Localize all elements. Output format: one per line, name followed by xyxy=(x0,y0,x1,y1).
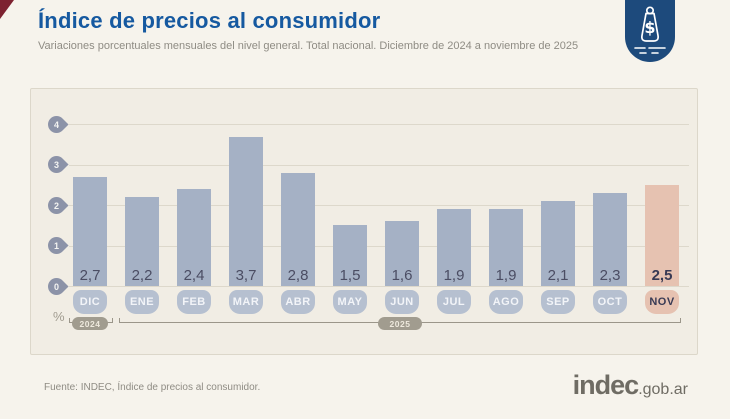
price-tag-dollar-icon: $ xyxy=(625,0,675,62)
year-label-2024: 2024 xyxy=(72,317,108,330)
month-label-mar: MAR xyxy=(229,290,263,314)
bar-nov: 2,5 xyxy=(645,185,679,286)
bar-may: 1,5 xyxy=(333,225,367,286)
bar-feb: 2,4 xyxy=(177,189,211,286)
gridline-1 xyxy=(69,245,689,247)
bar-oct: 2,3 xyxy=(593,193,627,286)
svg-text:$: $ xyxy=(644,18,655,37)
y-axis-tick-label: 2 xyxy=(53,200,59,211)
y-axis-tick-2: 2 xyxy=(44,193,69,218)
corner-ribbon-accent xyxy=(0,0,14,19)
month-label-jun: JUN xyxy=(385,290,419,314)
indec-gob-ar-logo: indec .gob.ar xyxy=(573,370,688,401)
bar-value-label: 2,1 xyxy=(547,266,569,284)
bar-value-label: 2,7 xyxy=(79,266,101,284)
bar-value-label: 1,9 xyxy=(443,266,465,284)
month-label-nov: NOV xyxy=(645,290,679,314)
bar-abr: 2,8 xyxy=(281,172,315,286)
bar-value-label: 2,5 xyxy=(651,267,673,284)
bar-value-label: 1,5 xyxy=(339,266,361,284)
y-axis-tick-label: 1 xyxy=(53,240,59,251)
bar-value-label: 2,3 xyxy=(599,266,621,284)
page-subtitle: Variaciones porcentuales mensuales del n… xyxy=(38,40,579,52)
y-axis-tick-3: 3 xyxy=(44,152,69,177)
y-axis-tick-label: 3 xyxy=(53,159,59,170)
y-axis-tick-label: 4 xyxy=(53,119,59,130)
bar-value-label: 1,6 xyxy=(391,266,413,284)
bar-jun: 1,6 xyxy=(385,221,419,286)
gridline-3 xyxy=(69,164,689,166)
bar-value-label: 2,2 xyxy=(131,266,153,284)
y-axis-unit-label: % xyxy=(53,309,65,324)
chart-panel: 0 1 2 3 4 2,7 DIC 2,2 ENE 2,4 FEB 3,7 MAR 2,8 ABR 1,5 MA… xyxy=(30,88,698,355)
bar-sep: 2,1 xyxy=(541,201,575,286)
bar-jul: 1,9 xyxy=(437,209,471,286)
page-title: Índice de precios al consumidor xyxy=(38,8,381,33)
bar-dic: 2,7 xyxy=(73,176,107,286)
month-label-may: MAY xyxy=(333,290,367,314)
month-label-oct: OCT xyxy=(593,290,627,314)
y-axis-tick-4: 4 xyxy=(44,112,69,137)
bar-ene: 2,2 xyxy=(125,197,159,286)
month-label-abr: ABR xyxy=(281,290,315,314)
year-label-2025: 2025 xyxy=(378,317,422,330)
gridline-0 xyxy=(69,286,689,287)
bar-value-label: 2,4 xyxy=(183,266,205,284)
bar-value-label: 1,9 xyxy=(495,266,517,284)
bar-value-label: 3,7 xyxy=(235,266,257,284)
bar-ago: 1,9 xyxy=(489,209,523,286)
month-label-ene: ENE xyxy=(125,290,159,314)
price-tag-badge: $ xyxy=(625,0,675,62)
gridline-2 xyxy=(69,205,689,207)
bar-value-label: 2,8 xyxy=(287,266,309,284)
indec-wordmark: indec xyxy=(572,370,640,400)
month-label-ago: AGO xyxy=(489,290,523,314)
source-note: Fuente: INDEC, Índice de precios al cons… xyxy=(44,382,261,393)
y-axis-tick-0: 0 xyxy=(44,273,69,299)
y-axis-tick-label: 0 xyxy=(53,281,59,291)
month-label-dic: DIC xyxy=(73,290,107,314)
month-label-sep: SEP xyxy=(541,290,575,314)
gridline-4 xyxy=(69,124,689,126)
month-label-feb: FEB xyxy=(177,290,211,314)
y-axis-tick-1: 1 xyxy=(44,233,69,258)
bar-mar: 3,7 xyxy=(229,136,263,286)
gob-ar-suffix: .gob.ar xyxy=(638,381,688,398)
month-label-jul: JUL xyxy=(437,290,471,314)
